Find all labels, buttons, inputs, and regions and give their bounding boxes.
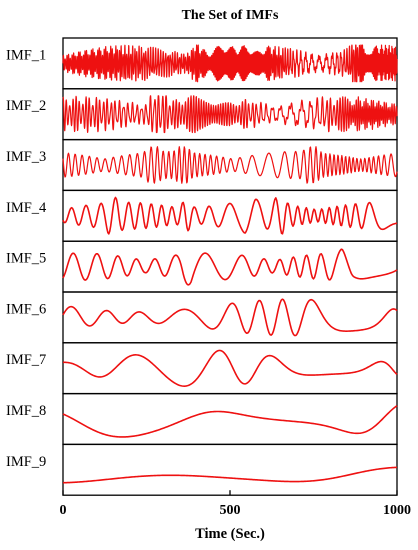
- imf-panels: IMF_1 IMF_2 IMF_3 IMF_4 IMF_5 IMF_6 IMF_7 IMF_8…: [6, 37, 398, 496]
- x-tick-label: 1000: [383, 503, 411, 518]
- panel-frame: [62, 189, 398, 242]
- imf-panel: IMF_8: [6, 392, 398, 446]
- series-label: IMF_5: [6, 251, 46, 267]
- imf-panel: IMF_3: [6, 138, 398, 192]
- x-tick-label: 0: [60, 503, 67, 518]
- series-label: IMF_3: [6, 149, 46, 165]
- series-line: [62, 248, 398, 286]
- imf-panel: IMF_9: [6, 443, 398, 496]
- series-line: [62, 196, 398, 235]
- series-line: [62, 298, 398, 337]
- imf-panel: IMF_7: [6, 342, 398, 395]
- series-line: [62, 44, 398, 83]
- imf-panel: IMF_4: [6, 189, 398, 242]
- x-tick-label: 500: [220, 503, 241, 518]
- imf-panel: IMF_5: [6, 240, 398, 293]
- x-axis-label: Time (Sec.): [195, 526, 265, 542]
- series-label: IMF_2: [6, 98, 46, 114]
- series-label: IMF_8: [6, 403, 46, 419]
- series-label: IMF_7: [6, 352, 46, 368]
- x-axis-ticks: 0 500 1000: [60, 490, 411, 518]
- series-line: [62, 146, 398, 184]
- series-line: [62, 349, 398, 387]
- series-label: IMF_6: [6, 301, 46, 317]
- series-line: [62, 405, 398, 438]
- series-line: [62, 466, 398, 484]
- chart-title: The Set of IMFs: [182, 8, 279, 23]
- panel-frame: [62, 291, 398, 344]
- imf-panel: IMF_6: [6, 291, 398, 344]
- imf-panel: IMF_2: [6, 88, 398, 141]
- series-label: IMF_4: [6, 200, 47, 216]
- imf-panel: IMF_1: [6, 37, 398, 90]
- series-line: [62, 95, 398, 134]
- series-label: IMF_9: [6, 454, 46, 470]
- series-label: IMF_1: [6, 47, 46, 63]
- panel-frame: [62, 443, 398, 496]
- panel-frame: [62, 342, 398, 395]
